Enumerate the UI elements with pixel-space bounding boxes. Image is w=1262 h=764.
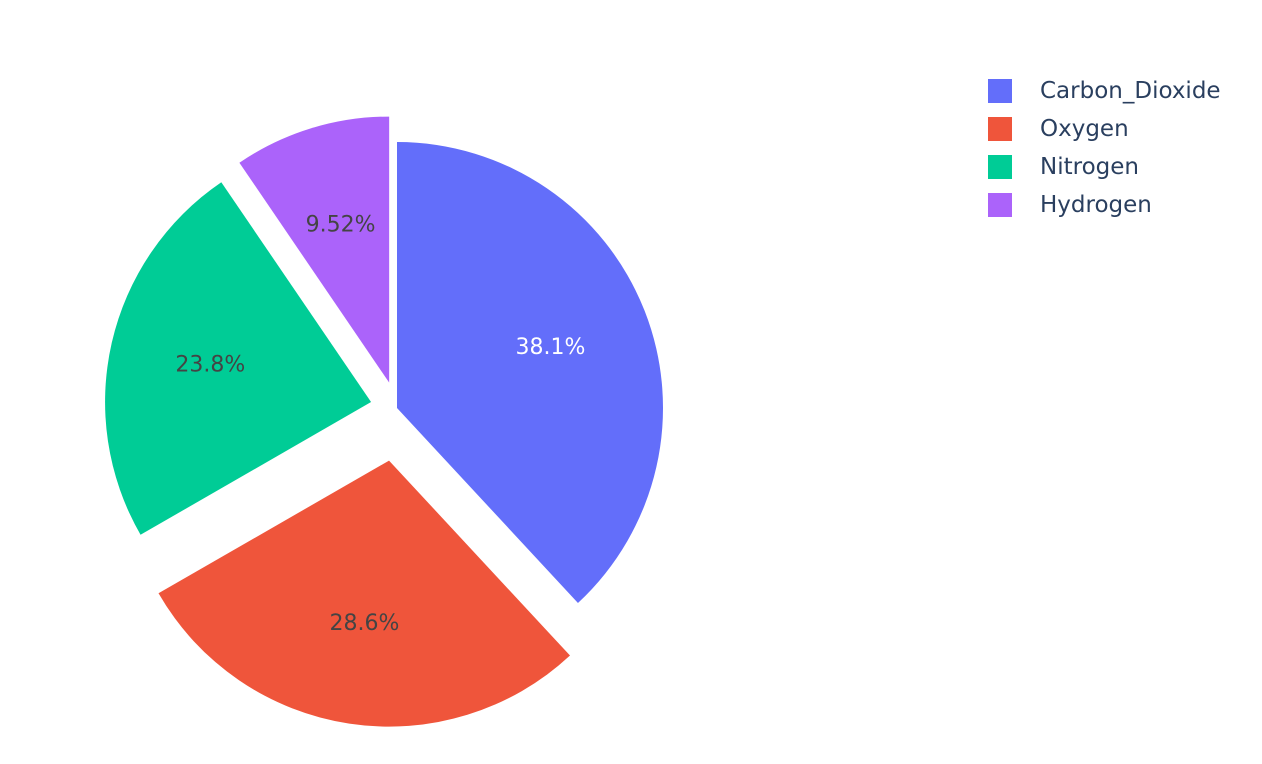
pie-slice-nitrogen[interactable] <box>105 182 372 535</box>
slice-label-carbon-dioxide: 38.1% <box>516 335 586 360</box>
legend-label: Oxygen <box>1040 116 1129 142</box>
slice-label-nitrogen: 23.8% <box>175 353 245 378</box>
legend-item-carbon-dioxide[interactable]: Carbon_Dioxide <box>988 78 1221 104</box>
pie-slices <box>105 116 664 727</box>
slice-label-oxygen: 28.6% <box>329 611 399 636</box>
slice-label-hydrogen: 9.52% <box>306 213 376 238</box>
legend-label: Hydrogen <box>1040 192 1152 218</box>
legend-item-nitrogen[interactable]: Nitrogen <box>988 154 1139 180</box>
pie-slice-labels: 38.1% 28.6% 23.8% 9.52% <box>175 213 585 637</box>
pie-slice-oxygen[interactable] <box>158 460 571 727</box>
legend-label: Carbon_Dioxide <box>1040 78 1221 104</box>
legend-swatch <box>988 193 1012 217</box>
legend-swatch <box>988 79 1012 103</box>
legend-swatch <box>988 155 1012 179</box>
legend-item-oxygen[interactable]: Oxygen <box>988 116 1129 142</box>
legend[interactable]: Carbon_Dioxide Oxygen Nitrogen Hydrogen <box>988 78 1221 218</box>
pie-slice-hydrogen[interactable] <box>239 116 390 383</box>
legend-label: Nitrogen <box>1040 154 1139 180</box>
legend-item-hydrogen[interactable]: Hydrogen <box>988 192 1152 218</box>
pie-slice-carbon-dioxide[interactable] <box>397 142 664 603</box>
legend-swatch <box>988 117 1012 141</box>
